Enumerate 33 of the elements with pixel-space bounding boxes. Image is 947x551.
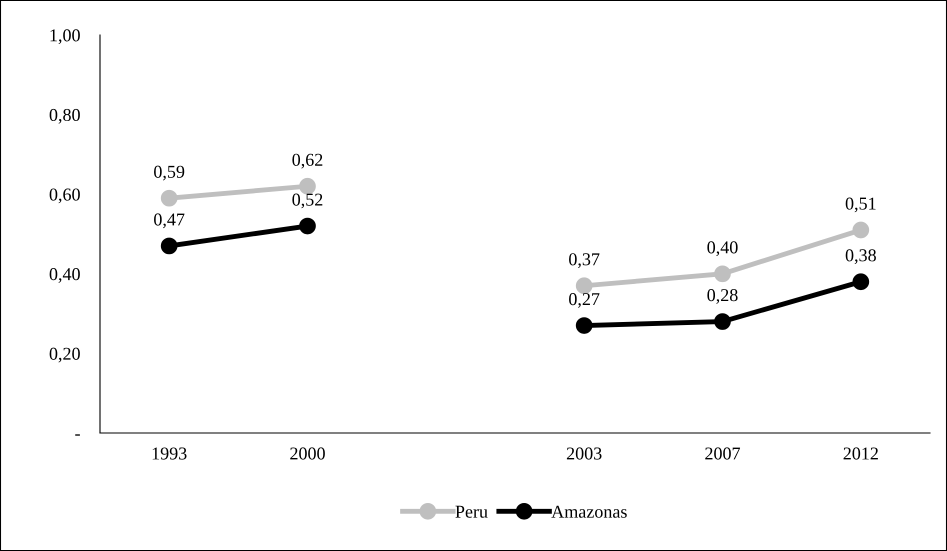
data-label: 0,27 — [569, 293, 600, 308]
point — [714, 313, 731, 330]
point — [576, 277, 592, 294]
data-label: 0,28 — [707, 289, 738, 304]
y-tick-label: - — [75, 434, 80, 436]
point — [160, 190, 178, 207]
point — [299, 218, 316, 234]
data-label: 0,40 — [707, 241, 738, 256]
legend-label: Amazonas — [551, 506, 627, 518]
data-label: 0,59 — [154, 166, 184, 180]
legend-label: Peru — [455, 506, 488, 518]
point — [299, 178, 316, 195]
x-tick-label: 1993 — [152, 447, 187, 460]
point — [576, 317, 592, 334]
data-label: 0,38 — [846, 249, 876, 264]
data-label: 0,37 — [569, 253, 600, 268]
data-label: 0,51 — [846, 198, 876, 212]
y-tick-label: 0,40 — [50, 268, 80, 283]
x-tick-label: 2007 — [705, 447, 740, 460]
y-tick-label: 0,80 — [50, 108, 80, 124]
y-tick-label: 0,60 — [50, 188, 80, 204]
y-tick-label: 1,00 — [50, 29, 80, 44]
data-label: 0,47 — [154, 213, 184, 228]
data-label: 0,52 — [292, 194, 322, 208]
x-tick-label: 2012 — [844, 447, 878, 460]
point — [852, 273, 870, 290]
x-tick-label: 2000 — [290, 447, 325, 460]
y-tick-label: 0,20 — [50, 348, 80, 362]
x-tick-label: 2003 — [566, 447, 602, 460]
point — [160, 238, 178, 254]
data-label: 0,62 — [292, 154, 322, 169]
point — [714, 265, 731, 282]
point — [852, 222, 870, 238]
